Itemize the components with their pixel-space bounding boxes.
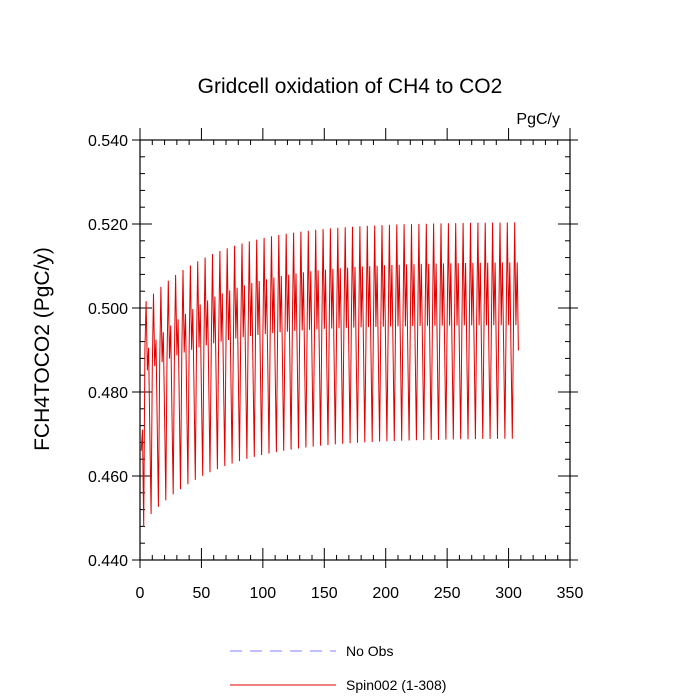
x-tick-label: 300 [495, 585, 522, 602]
y-tick-label: 0.500 [88, 301, 128, 318]
x-tick-label: 100 [250, 585, 277, 602]
plot-frame [139, 139, 571, 561]
x-tick-label: 0 [136, 585, 145, 602]
y-tick-label: 0.480 [88, 385, 128, 402]
x-tick-label: 150 [311, 585, 338, 602]
chart-title: Gridcell oxidation of CH4 to CO2 [198, 75, 503, 98]
y-axis-label: FCH4TOCO2 (PgC/y) [31, 247, 54, 451]
axis-ticks: 0 50 100 150 200 250 300 350 0.440 0.460 0.480 0.50… [88, 128, 583, 602]
units-label: PgC/y [516, 111, 560, 128]
x-tick-label: 50 [193, 585, 211, 602]
plot-area [140, 222, 519, 527]
y-tick-label: 0.440 [88, 553, 128, 570]
y-tick-label: 0.520 [88, 217, 128, 234]
y-tick-label: 0.540 [88, 133, 128, 150]
series-line-spin002 [140, 222, 519, 527]
legend-label-spin002: Spin002 (1-308) [346, 677, 446, 693]
y-tick-label: 0.460 [88, 469, 128, 486]
x-tick-label: 250 [434, 585, 461, 602]
legend: No Obs Spin002 (1-308) [230, 643, 446, 693]
x-tick-label: 200 [372, 585, 399, 602]
x-tick-label: 350 [557, 585, 584, 602]
legend-label-no-obs: No Obs [346, 643, 393, 659]
